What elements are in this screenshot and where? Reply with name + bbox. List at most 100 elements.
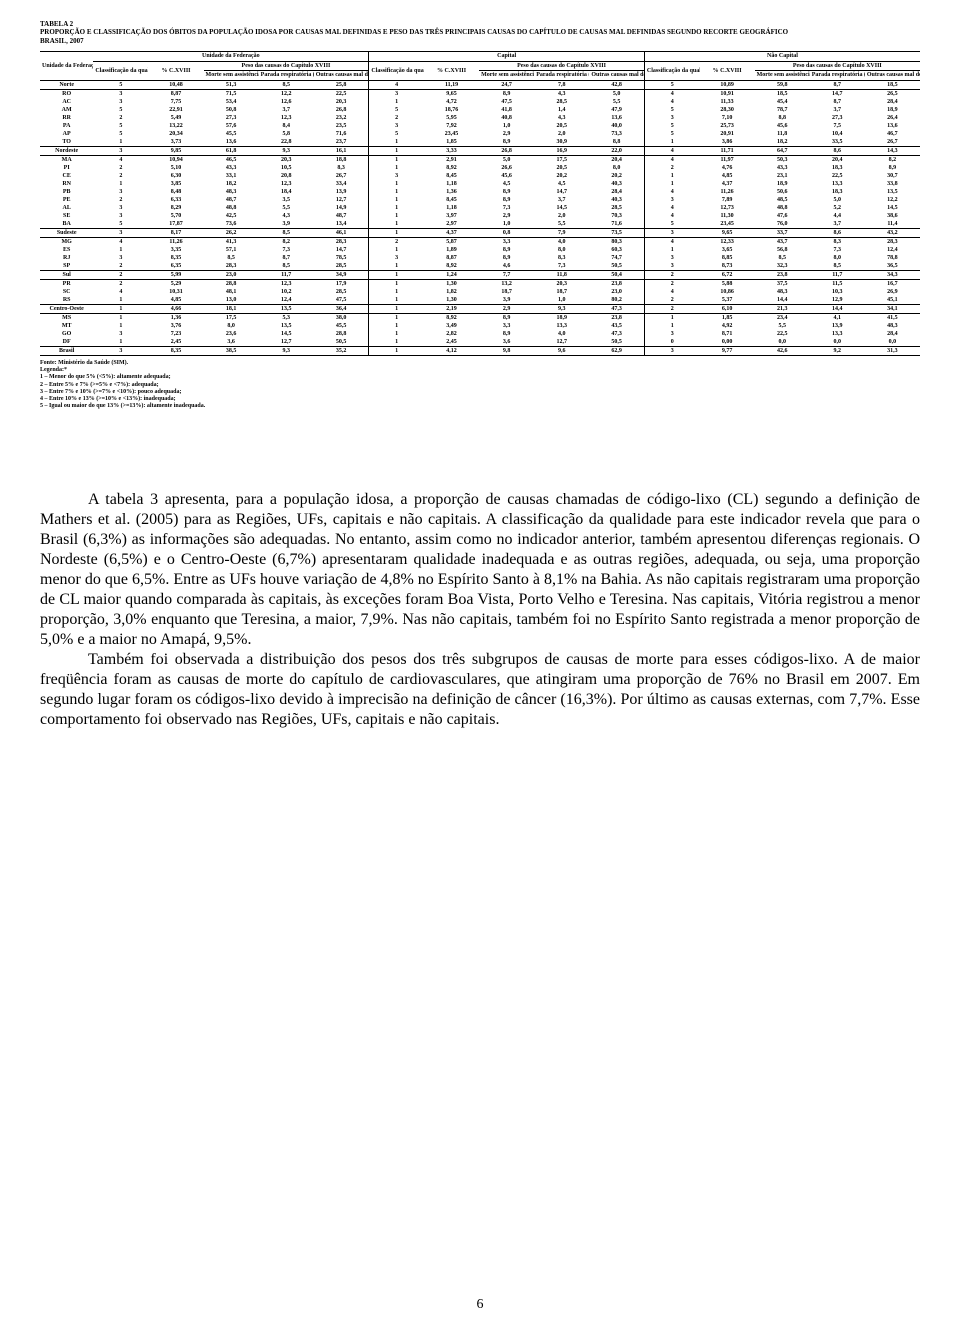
cell: 5,49 [148,114,203,122]
cell: 7,9 [534,228,589,237]
cell: 10,2 [259,288,314,296]
footnote: Fonte: Ministério da Saúde (SIM). [40,360,920,367]
cell: 1 [369,279,424,288]
cell: 9,65 [424,89,479,98]
col-pct: % C.XVIII [424,61,479,80]
cell: 56,8 [755,246,810,254]
cell: 14,4 [755,296,810,305]
cell: 43,3 [755,164,810,172]
cell: 20,4 [810,155,865,164]
cell: 5 [93,122,148,130]
cell: AP [40,130,93,138]
cell: 17,87 [148,220,203,229]
cell: 27,3 [204,114,259,122]
cell: 8,35 [148,346,203,355]
table-footnotes: Fonte: Ministério da Saúde (SIM). Legend… [40,360,920,410]
cell: 1 [369,188,424,196]
cell: 1,85 [700,313,755,322]
cell: 1 [369,338,424,347]
cell: 5 [93,130,148,138]
cell: 40,0 [589,122,644,130]
cell: 48,3 [865,322,920,330]
cell: 1 [93,296,148,305]
cell: 1,36 [424,188,479,196]
cell: 20,2 [589,172,644,180]
cell: 8,48 [148,188,203,196]
cell: 20,3 [314,98,369,106]
cell: 26,4 [865,114,920,122]
cell: 8,4 [259,122,314,130]
cell: 11,26 [148,237,203,246]
cell: 4,37 [424,228,479,237]
cell: 45,1 [865,296,920,305]
cell: 11,26 [700,188,755,196]
cell: 18,8 [314,155,369,164]
cell: 36,4 [314,304,369,313]
cell: 74,7 [589,254,644,262]
cell: 71,5 [204,89,259,98]
cell: 31,3 [865,346,920,355]
cell: 14,4 [810,304,865,313]
cell: 5,99 [148,270,203,279]
cell: 4,0 [534,237,589,246]
cell: 8,92 [424,164,479,172]
cell: 6,10 [700,304,755,313]
sub-ncap: Peso das causas do Capítulo XVIII [755,61,920,71]
cell: 28,8 [314,330,369,338]
cell: RN [40,180,93,188]
cell: 5 [644,80,699,89]
cell: 2 [93,114,148,122]
col-class: Classificação da qualidade para UF* [93,61,148,80]
cell: 18,5 [865,80,920,89]
cell: 13,22 [148,122,203,130]
cell: 4,72 [424,98,479,106]
cell: PB [40,188,93,196]
cell: 23,4 [755,313,810,322]
cell: 1 [369,246,424,254]
cell: 2 [93,164,148,172]
cell: 5,95 [424,114,479,122]
cell: 48,8 [755,204,810,212]
cell: RO [40,89,93,98]
cell: 1,4 [534,106,589,114]
cell: 1 [369,296,424,305]
cell: 3,3 [479,237,534,246]
cell: 20,3 [534,279,589,288]
cell: Centro-Oeste [40,304,93,313]
cell: 3 [644,262,699,271]
cell: 20,8 [259,172,314,180]
cell: 1 [369,212,424,220]
cell: 13,9 [810,322,865,330]
cell: 8,5 [810,262,865,271]
cell: 20,91 [700,130,755,138]
cell: 13,6 [865,122,920,130]
cell: 5,5 [534,220,589,229]
cell: PI [40,164,93,172]
cell: 5,5 [259,204,314,212]
cell: 23,45 [700,220,755,229]
cell: 11,4 [865,220,920,229]
cell: 3 [93,188,148,196]
cell: 0,0 [810,338,865,347]
cell: 12,4 [865,246,920,254]
cell: 4 [644,212,699,220]
cell: 28,8 [204,279,259,288]
cell: 50,5 [314,338,369,347]
cell: 28,5 [589,204,644,212]
cell: 2,45 [148,338,203,347]
cell: 1 [369,346,424,355]
cell: 4,85 [148,296,203,305]
sub-cap: Peso das causas do Capítulo XVIII [479,61,644,71]
cell: 3,73 [148,138,203,147]
cell: 23,45 [424,130,479,138]
cell: 12,33 [700,237,755,246]
cell: 12,7 [314,196,369,204]
cell: 5,87 [424,237,479,246]
cell: 8,9 [479,246,534,254]
footnote: 1 – Menor do que 5% (<5%): altamente ade… [40,374,920,381]
cell: 11,71 [700,146,755,155]
cell: 8,5 [259,80,314,89]
cell: 3,7 [534,196,589,204]
cell: 1 [93,180,148,188]
cell: 20,5 [534,164,589,172]
